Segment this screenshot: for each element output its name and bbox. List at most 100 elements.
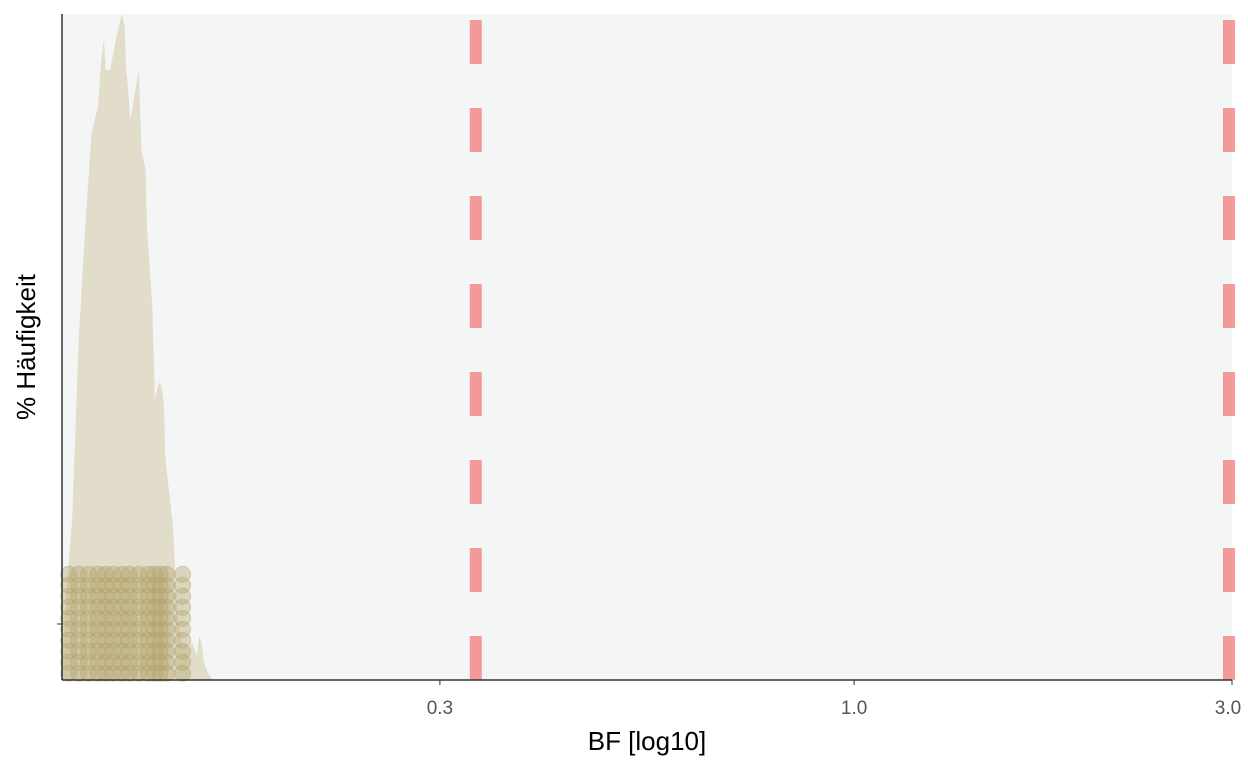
data-point <box>60 664 78 682</box>
data-point <box>70 664 88 682</box>
data-point <box>120 598 138 616</box>
data-point <box>146 631 164 649</box>
data-point <box>70 598 88 616</box>
data-point <box>174 631 192 649</box>
panel-background <box>62 14 1232 680</box>
data-point <box>130 587 148 605</box>
data-point <box>97 642 115 660</box>
data-point <box>120 631 138 649</box>
data-point <box>151 653 169 671</box>
data-point <box>158 642 175 660</box>
data-point <box>89 587 107 605</box>
data-point <box>139 664 157 682</box>
x-tick-label: 0.3 <box>427 698 453 719</box>
data-point <box>89 598 107 616</box>
data-point <box>70 653 88 671</box>
data-point <box>146 587 164 605</box>
data-point <box>89 642 107 660</box>
data-point <box>104 587 122 605</box>
data-point <box>97 609 115 627</box>
data-point <box>60 565 78 583</box>
data-point <box>80 653 97 671</box>
data-point <box>130 620 148 638</box>
data-point <box>60 598 78 616</box>
data-point <box>139 653 157 671</box>
data-point <box>70 631 88 649</box>
data-point <box>80 587 97 605</box>
data-point <box>89 609 107 627</box>
data-point <box>158 631 175 649</box>
data-point <box>151 609 169 627</box>
data-point <box>130 664 148 682</box>
data-point <box>80 642 97 660</box>
data-point <box>139 609 157 627</box>
data-point <box>89 620 107 638</box>
data-point <box>151 576 169 594</box>
data-point <box>146 642 164 660</box>
data-point <box>146 620 164 638</box>
data-point <box>146 664 164 682</box>
data-point <box>89 576 107 594</box>
data-point <box>174 587 192 605</box>
data-point <box>113 664 131 682</box>
data-point <box>97 587 115 605</box>
data-point <box>104 642 122 660</box>
data-point <box>151 565 169 583</box>
y-axis-title: % Häufigkeit <box>11 273 41 420</box>
data-point <box>70 609 88 627</box>
data-point <box>104 631 122 649</box>
data-point <box>113 642 131 660</box>
data-point <box>89 565 107 583</box>
data-point <box>151 664 169 682</box>
data-point <box>97 653 115 671</box>
data-point <box>158 565 175 583</box>
data-point <box>158 609 175 627</box>
data-point <box>70 576 88 594</box>
data-point <box>70 620 88 638</box>
x-axis-ticks: 0.3 1.0 3.0 <box>427 680 1241 719</box>
data-point <box>89 653 107 671</box>
data-point <box>146 609 164 627</box>
data-point <box>158 598 175 616</box>
data-point <box>151 587 169 605</box>
data-point <box>174 620 192 638</box>
points-layer <box>60 565 192 682</box>
data-point <box>70 565 88 583</box>
data-point <box>113 576 131 594</box>
data-point <box>130 653 148 671</box>
reference-lines <box>469 20 1235 680</box>
data-point <box>97 598 115 616</box>
data-point <box>89 664 107 682</box>
data-point <box>60 576 78 594</box>
data-point <box>80 631 97 649</box>
data-point <box>120 664 138 682</box>
data-point <box>158 653 175 671</box>
data-point <box>104 609 122 627</box>
data-point <box>60 620 78 638</box>
data-point <box>80 576 97 594</box>
data-point <box>104 598 122 616</box>
data-point <box>146 576 164 594</box>
data-point <box>60 587 78 605</box>
x-axis-title: BF [log10] <box>588 726 707 756</box>
data-point <box>146 653 164 671</box>
data-point <box>89 631 107 649</box>
data-point <box>139 620 157 638</box>
data-point <box>80 620 97 638</box>
x-tick-label: 3.0 <box>1215 698 1241 719</box>
data-point <box>113 598 131 616</box>
data-point <box>120 576 138 594</box>
data-point <box>120 620 138 638</box>
data-point <box>60 653 78 671</box>
data-point <box>174 664 192 682</box>
data-point <box>158 587 175 605</box>
data-point <box>151 642 169 660</box>
data-point <box>174 598 192 616</box>
data-point <box>139 598 157 616</box>
data-point <box>120 565 138 583</box>
data-point <box>80 565 97 583</box>
density-layer <box>62 14 213 680</box>
data-point <box>139 631 157 649</box>
data-point <box>80 598 97 616</box>
